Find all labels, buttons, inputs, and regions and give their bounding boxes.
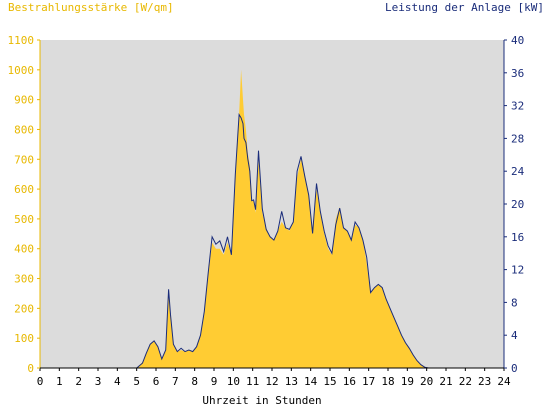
x-tick-label: 10 <box>227 375 240 388</box>
x-tick-label: 3 <box>95 375 102 388</box>
x-tick-label: 22 <box>459 375 472 388</box>
left-tick-label: 1100 <box>8 34 35 47</box>
left-tick-label: 800 <box>14 123 34 136</box>
x-tick-label: 6 <box>153 375 160 388</box>
left-tick-label: 1000 <box>8 64 35 77</box>
right-tick-label: 32 <box>511 100 524 113</box>
right-tick-label: 36 <box>511 67 524 80</box>
x-tick-label: 5 <box>133 375 140 388</box>
x-tick-label: 11 <box>246 375 259 388</box>
x-tick-label: 0 <box>37 375 44 388</box>
x-tick-label: 9 <box>211 375 218 388</box>
right-tick-label: 8 <box>511 296 518 309</box>
x-tick-label: 8 <box>191 375 198 388</box>
right-tick-label: 40 <box>511 34 524 47</box>
right-tick-label: 0 <box>511 362 518 375</box>
power-line <box>40 112 504 369</box>
x-tick-label: 18 <box>381 375 394 388</box>
x-tick-label: 20 <box>420 375 433 388</box>
x-tick-label: 7 <box>172 375 179 388</box>
x-tick-label: 17 <box>362 375 375 388</box>
x-axis-title: Uhrzeit in Stunden <box>202 394 322 407</box>
irradiance-area <box>40 69 504 369</box>
right-axis-title: Leistung der Anlage [kW] <box>385 1 544 14</box>
left-tick-label: 300 <box>14 273 34 286</box>
x-tick-label: 2 <box>75 375 82 388</box>
x-tick-label: 12 <box>265 375 278 388</box>
right-tick-label: 12 <box>511 264 524 277</box>
x-tick-label: 1 <box>56 375 63 388</box>
right-tick-label: 28 <box>511 132 524 145</box>
x-tick-label: 4 <box>114 375 121 388</box>
left-tick-label: 700 <box>14 153 34 166</box>
x-tick-label: 23 <box>478 375 491 388</box>
right-tick-label: 16 <box>511 231 524 244</box>
left-tick-label: 200 <box>14 302 34 315</box>
x-tick-label: 15 <box>323 375 336 388</box>
x-tick-label: 24 <box>497 375 511 388</box>
left-tick-label: 400 <box>14 243 34 256</box>
right-tick-label: 4 <box>511 329 518 342</box>
right-tick-label: 24 <box>511 165 525 178</box>
left-tick-label: 600 <box>14 183 34 196</box>
left-tick-label: 0 <box>27 362 34 375</box>
x-tick-label: 16 <box>343 375 356 388</box>
left-tick-label: 900 <box>14 94 34 107</box>
x-tick-label: 19 <box>401 375 414 388</box>
x-tick-label: 14 <box>304 375 318 388</box>
left-tick-label: 100 <box>14 332 34 345</box>
x-tick-label: 13 <box>285 375 298 388</box>
left-axis-title: Bestrahlungsstärke [W/qm] <box>8 1 174 14</box>
left-tick-label: 500 <box>14 213 34 226</box>
right-tick-label: 20 <box>511 198 524 211</box>
x-tick-label: 21 <box>439 375 452 388</box>
